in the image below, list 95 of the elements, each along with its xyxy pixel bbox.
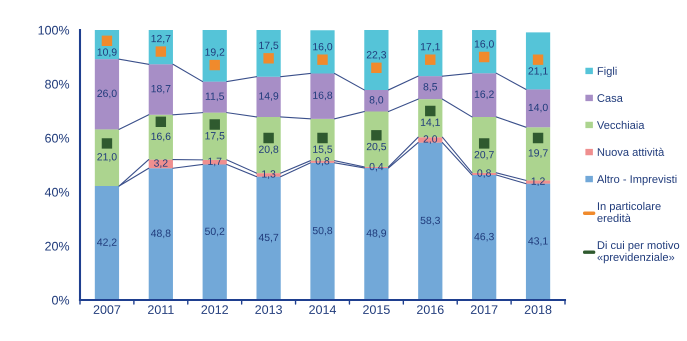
legend-label: Vecchiaia — [596, 120, 644, 129]
data-label: 16,8 — [313, 92, 332, 100]
bar — [148, 64, 173, 115]
point — [478, 138, 490, 149]
data-label: 19,2 — [205, 48, 224, 57]
bar — [202, 30, 227, 82]
x-tick-label: 2011 — [148, 305, 174, 314]
x-tick-label: 2015 — [363, 305, 390, 314]
point — [425, 106, 436, 116]
x-tick-label: 2012 — [201, 305, 228, 314]
bar — [256, 76, 281, 117]
point — [317, 54, 328, 65]
data-label: 46,3 — [474, 232, 494, 242]
x-tick-label: 2017 — [470, 305, 498, 314]
bar — [418, 142, 442, 300]
data-label: 14,0 — [528, 104, 548, 112]
legend-label: Di cui per motivo «previdenziale» — [597, 240, 680, 264]
data-label: 18,7 — [151, 84, 170, 94]
data-label: 48,9 — [366, 229, 386, 238]
x-tick-label: 2016 — [417, 305, 444, 314]
data-label: 19,7 — [528, 149, 548, 158]
bar — [94, 129, 120, 186]
bar — [202, 82, 227, 113]
data-label: 3,2 — [154, 159, 168, 168]
data-label: 22,3 — [366, 51, 386, 60]
data-label: 14,1 — [420, 118, 440, 128]
data-label: 45,7 — [258, 234, 278, 242]
legend-label: Figli — [598, 66, 617, 78]
data-label: 15,5 — [313, 146, 332, 154]
point — [371, 130, 382, 141]
data-label: 16,0 — [474, 40, 494, 49]
data-label: 21,0 — [97, 153, 117, 162]
bar — [310, 73, 335, 119]
data-label: 16,2 — [474, 90, 494, 100]
data-label: 16,0 — [313, 42, 332, 52]
data-label: 8,5 — [423, 83, 438, 92]
point — [532, 132, 544, 144]
point — [532, 54, 544, 65]
point — [263, 53, 274, 64]
data-label: 1,7 — [208, 158, 222, 166]
point — [156, 116, 166, 128]
legend-label: Altro - Imprevisti — [596, 174, 676, 186]
bar — [472, 73, 496, 117]
data-label: 50,8 — [312, 226, 332, 236]
bar — [418, 76, 442, 100]
bar — [526, 89, 550, 128]
data-label: 8,0 — [370, 96, 384, 105]
x-tick-label: 2013 — [255, 305, 282, 314]
point — [102, 138, 112, 149]
bar — [256, 30, 281, 77]
y-tick-label: 20% — [45, 242, 70, 251]
data-label: 17,1 — [420, 43, 440, 52]
legend-label: Casa — [597, 94, 623, 102]
bar — [148, 168, 173, 300]
data-label: 48,8 — [150, 230, 171, 238]
y-tick-label: 80% — [45, 80, 70, 89]
bar — [364, 90, 389, 112]
point — [210, 60, 220, 70]
x-tick-label: 2018 — [524, 305, 552, 314]
data-label: 20,5 — [366, 142, 386, 152]
y-tick-label: 40% — [44, 188, 70, 197]
data-label: 10,9 — [98, 48, 117, 57]
data-label: 14,9 — [259, 92, 278, 101]
point — [371, 62, 382, 74]
point — [263, 132, 274, 144]
y-tick-label: 60% — [45, 134, 70, 143]
legend-label: Nuova attività — [598, 148, 664, 156]
data-label: 21,1 — [528, 67, 548, 76]
point — [210, 119, 220, 130]
y-tick-label: 100% — [38, 26, 70, 35]
data-label: 17,5 — [205, 132, 224, 141]
bar — [94, 186, 120, 300]
data-label: 20,8 — [259, 146, 278, 154]
data-label: 0,8 — [477, 169, 491, 178]
data-label: 50,2 — [205, 228, 224, 236]
data-label: 26,0 — [97, 90, 117, 98]
data-label: 16,6 — [151, 132, 171, 142]
data-label: 42,2 — [97, 238, 117, 248]
y-tick-label: 0% — [52, 296, 70, 305]
bar — [94, 59, 120, 130]
data-label: 12,7 — [151, 34, 170, 44]
data-label: 43,1 — [528, 237, 548, 246]
data-label: 58,3 — [420, 216, 440, 226]
x-tick-label: 2007 — [94, 305, 120, 314]
point — [425, 54, 436, 65]
x-tick-label: 2014 — [309, 305, 336, 314]
data-label: 20,7 — [474, 150, 494, 160]
data-label: 2,0 — [424, 135, 438, 144]
legend-label: In particolare eredità — [597, 202, 661, 222]
data-label: 11,5 — [206, 92, 224, 102]
bar — [364, 30, 389, 90]
data-label: 17,5 — [259, 42, 278, 50]
bar — [526, 32, 550, 90]
data-label: 0,4 — [370, 162, 384, 172]
data-label: 1,3 — [262, 170, 276, 179]
